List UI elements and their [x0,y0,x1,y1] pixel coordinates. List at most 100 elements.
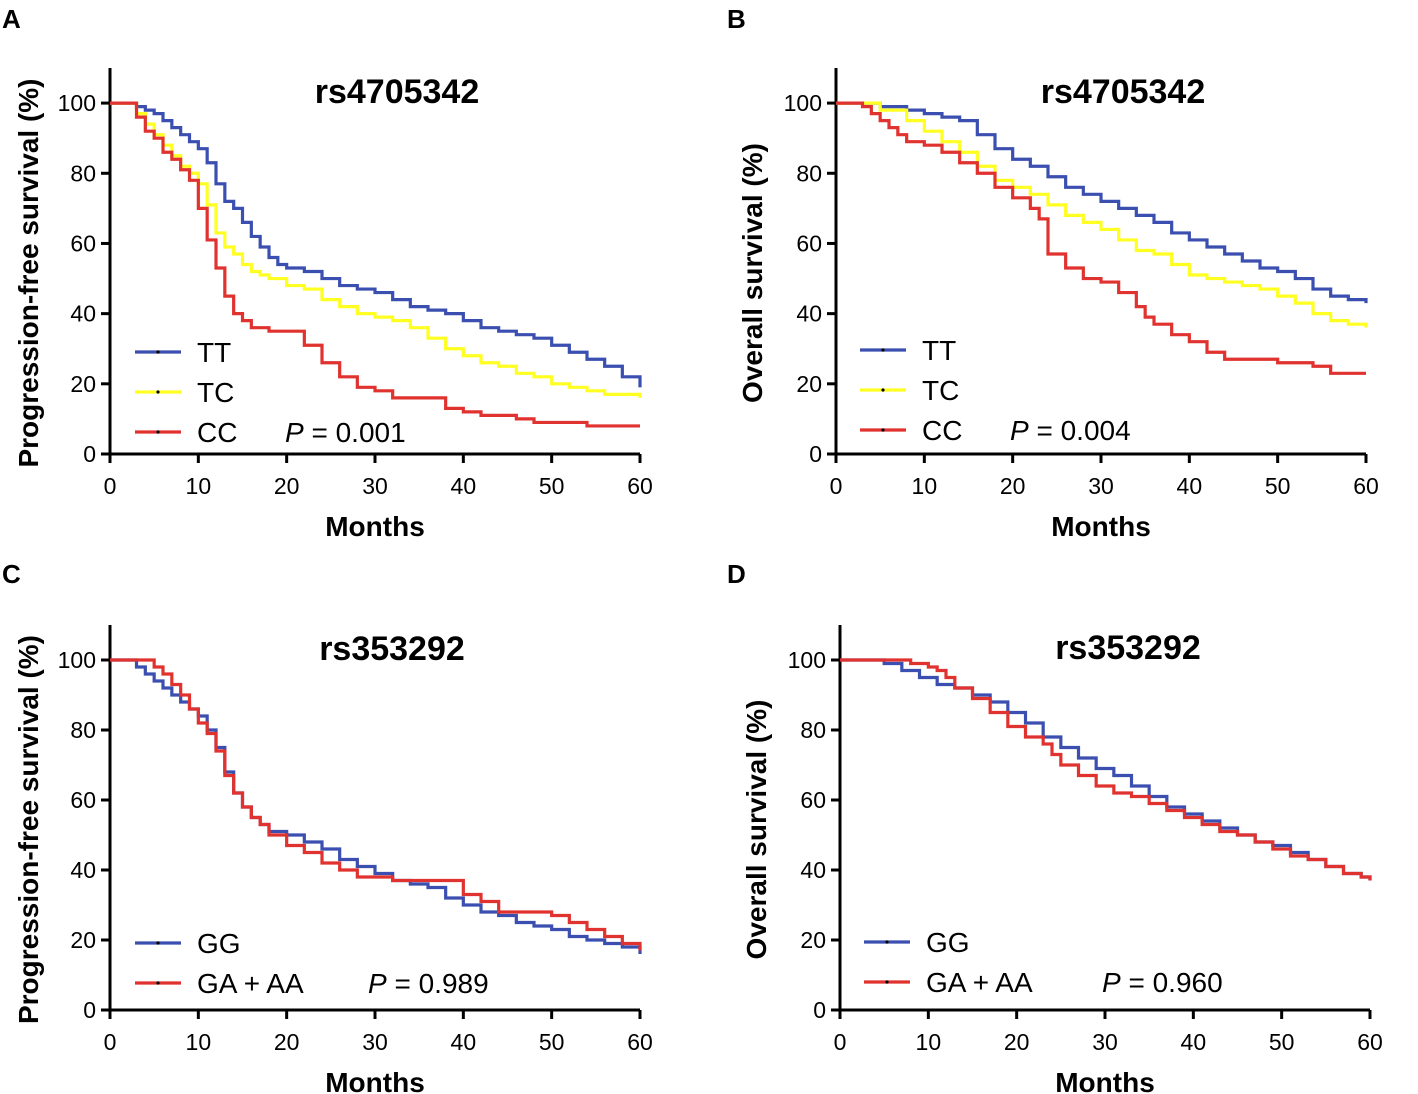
y-tick-label: 100 [788,647,826,673]
p-value-label: P = 0.004 [1010,415,1131,446]
x-tick-label: 10 [186,473,212,499]
series-line-ga-aa [840,658,1372,881]
x-tick-label: 60 [627,473,653,499]
p-value-symbol: P [1010,415,1029,446]
y-axis-title: Overall survival (%) [741,700,772,960]
x-tick-label: 60 [627,1029,653,1055]
x-tick-label: 50 [1269,1029,1295,1055]
x-axis-title: Months [325,1067,425,1094]
x-tick-label: 40 [1177,473,1203,499]
p-value-label: P = 0.989 [368,968,489,999]
y-tick-label: 20 [70,371,96,397]
x-tick-label: 0 [104,473,117,499]
y-tick-label: 20 [70,927,96,953]
legend-label: CC [922,415,962,446]
series-line-tc [836,101,1368,328]
series-line-gg [840,658,1372,881]
y-tick-label: 60 [70,787,96,813]
series-line-cc [110,101,640,428]
p-value-symbol: P [285,417,304,448]
series-line-gg [110,658,642,954]
series-line-tc [110,101,642,398]
y-tick-label: 100 [784,90,822,116]
y-tick-label: 80 [796,160,822,186]
series-line-cc [836,101,1366,375]
x-tick-label: 40 [1181,1029,1207,1055]
y-axis-title: Overall survival (%) [737,143,768,403]
y-tick-label: 60 [796,230,822,256]
legend-marker [885,980,889,984]
x-tick-label: 0 [830,473,843,499]
x-tick-label: 50 [539,1029,565,1055]
x-tick-label: 20 [1000,473,1026,499]
y-tick-label: 20 [796,371,822,397]
panel-letter: C [2,559,21,589]
series-line-ga-aa [110,658,642,951]
y-tick-label: 20 [800,927,826,953]
legend-label: TC [197,377,234,408]
p-value-number: = 0.989 [387,968,489,999]
y-tick-label: 40 [796,301,822,327]
p-value-number: = 0.960 [1121,967,1223,998]
x-tick-label: 50 [539,473,565,499]
y-tick-label: 100 [58,647,96,673]
panel-letter: A [2,4,21,34]
p-value-label: P = 0.960 [1102,967,1223,998]
x-axis-title: Months [1051,511,1151,542]
legend-marker [881,388,885,392]
legend-label: TT [922,335,956,366]
y-tick-label: 80 [800,717,826,743]
series-line-tt [110,101,642,388]
y-tick-label: 40 [800,857,826,883]
x-tick-label: 30 [1088,473,1114,499]
legend-marker [156,430,160,434]
y-tick-label: 40 [70,857,96,883]
y-tick-label: 100 [58,90,96,116]
x-tick-label: 0 [104,1029,117,1055]
x-tick-label: 10 [186,1029,212,1055]
series-line-tt [836,101,1368,304]
x-axis-title: Months [1055,1067,1155,1094]
legend-label: GG [197,928,241,959]
x-tick-label: 30 [1092,1029,1118,1055]
legend-marker [156,941,160,945]
legend-label: CC [197,417,237,448]
y-tick-label: 80 [70,717,96,743]
y-tick-label: 60 [70,230,96,256]
x-tick-label: 10 [912,473,938,499]
x-tick-label: 0 [834,1029,847,1055]
legend-marker [156,350,160,354]
x-tick-label: 30 [362,473,388,499]
legend-label: TC [922,375,959,406]
x-tick-label: 20 [274,1029,300,1055]
legend-marker [881,348,885,352]
chart-title: rs353292 [1055,629,1201,667]
legend-marker [156,981,160,985]
x-axis-title: Months [325,511,425,542]
panel-letter: D [727,559,746,589]
y-tick-label: 60 [800,787,826,813]
x-tick-label: 50 [1265,473,1291,499]
chart-title: rs4705342 [315,73,480,111]
y-tick-label: 80 [70,160,96,186]
x-tick-label: 10 [916,1029,942,1055]
p-value-number: = 0.001 [304,417,406,448]
x-tick-label: 60 [1353,473,1379,499]
chart-title: rs4705342 [1041,73,1206,111]
x-tick-label: 30 [362,1029,388,1055]
p-value-number: = 0.004 [1029,415,1131,446]
chart-title: rs353292 [319,630,465,668]
legend-marker [881,428,885,432]
panel-letter: B [727,4,746,34]
x-tick-label: 40 [451,473,477,499]
y-tick-label: 40 [70,301,96,327]
x-tick-label: 40 [451,1029,477,1055]
y-tick-label: 0 [813,997,826,1023]
legend-label: GA + AA [926,967,1033,998]
p-value-label: P = 0.001 [285,417,406,448]
